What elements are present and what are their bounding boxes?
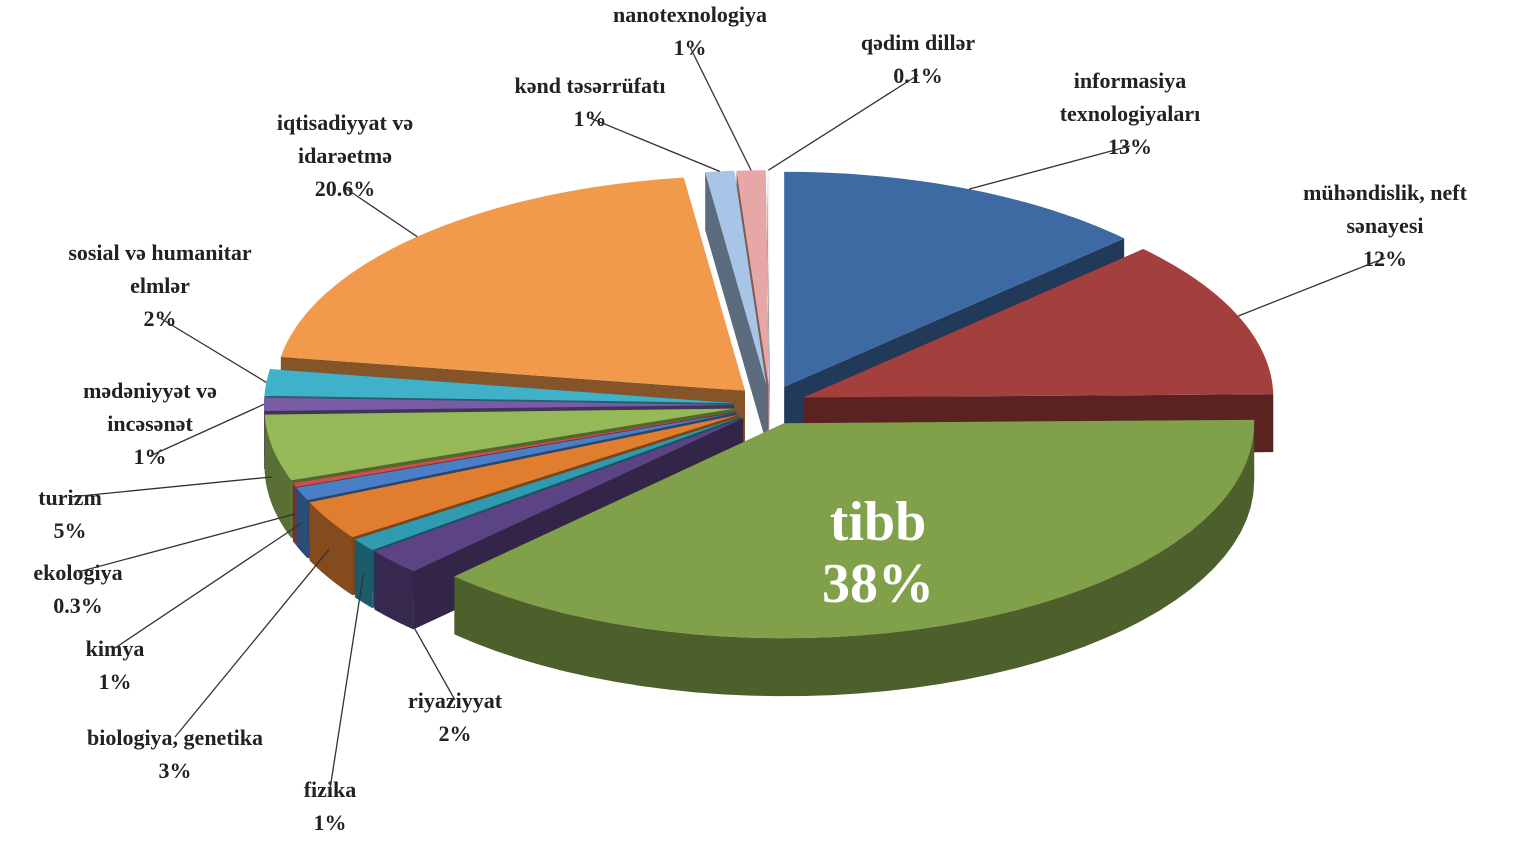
slice-side	[454, 423, 1255, 697]
slice	[454, 419, 1255, 639]
category-label: mühəndislik, neft sənayesi	[1303, 180, 1467, 238]
value-label: 1%	[314, 810, 347, 835]
label-line: turizm	[38, 485, 102, 510]
leader-line	[968, 145, 1131, 190]
category-label: informasiya texnologiyaları	[1060, 68, 1201, 126]
leader-line	[114, 522, 303, 649]
category-label: qədim dillər	[861, 30, 976, 55]
value-label: 38%	[822, 553, 934, 615]
slice	[354, 416, 742, 551]
label-line: mədəniyyət və	[83, 378, 217, 403]
value-label: 1%	[99, 669, 132, 694]
value-label: 2%	[439, 721, 472, 746]
slice	[803, 249, 1274, 398]
leader-line	[174, 548, 330, 738]
leader-line	[344, 187, 418, 238]
slice-side	[292, 483, 296, 546]
label-line: mühəndislik, neft	[1303, 180, 1467, 205]
leader-line	[149, 403, 265, 457]
slice	[264, 397, 735, 411]
slice	[264, 408, 735, 481]
category-label: iqtisadiyyat və idarəetmə	[277, 110, 414, 168]
label-line: tibb	[830, 491, 927, 553]
label-line: qədim dillər	[861, 30, 976, 55]
slice	[264, 369, 735, 404]
slice	[296, 412, 737, 501]
category-label: sosial və humanitar elmlər	[68, 240, 252, 298]
slice	[374, 418, 744, 572]
value-label: 1%	[134, 444, 167, 469]
slice-side	[766, 170, 770, 444]
label-line: incəsənət	[107, 411, 193, 436]
slice	[705, 170, 767, 386]
slice	[736, 170, 769, 386]
slice	[766, 170, 770, 386]
value-label: 5%	[54, 518, 87, 543]
slice	[292, 411, 737, 488]
leader-line	[589, 117, 720, 172]
label-line: nanotexnologiya	[613, 2, 767, 27]
slice-side	[309, 502, 353, 596]
label-line: biologiya, genetika	[87, 725, 263, 750]
leader-line	[768, 74, 919, 171]
category-label: fizika	[304, 777, 357, 802]
label-line: sosial və humanitar	[68, 240, 252, 265]
label-line: sənayesi	[1347, 213, 1424, 238]
category-label: kənd təsərrüfatı	[515, 73, 666, 98]
value-label: 0.3%	[53, 593, 103, 618]
label-line: kənd təsərrüfatı	[515, 73, 666, 98]
leader-line	[77, 513, 295, 573]
slice-side	[264, 414, 292, 539]
leader-line	[689, 46, 752, 171]
leader-line	[69, 476, 273, 498]
label-line: texnologiyaları	[1060, 101, 1201, 126]
slice-side	[354, 539, 373, 609]
category-label: riyaziyyat	[408, 688, 503, 713]
label-line: elmlər	[130, 273, 190, 298]
slice-side	[705, 172, 767, 444]
leader-line	[1237, 257, 1386, 317]
label-line: idarəetmə	[298, 143, 392, 168]
leader-line	[329, 573, 365, 790]
category-label: kimya	[86, 636, 145, 661]
category-label: biologiya, genetika	[87, 725, 263, 750]
slice-side	[296, 487, 308, 559]
label-line: kimya	[86, 636, 145, 661]
leader-line	[159, 317, 267, 383]
slice	[309, 414, 739, 538]
slice	[280, 177, 745, 391]
category-label: nanotexnologiya	[613, 2, 767, 27]
category-label: mədəniyyət və incəsənət	[83, 378, 217, 436]
slice	[784, 171, 1125, 387]
category-label: tibb	[830, 491, 927, 553]
value-label: 3%	[159, 758, 192, 783]
category-label: turizm	[38, 485, 102, 510]
label-line: informasiya	[1074, 68, 1186, 93]
label-line: iqtisadiyyat və	[277, 110, 414, 135]
label-line: riyaziyyat	[408, 688, 503, 713]
label-line: fizika	[304, 777, 357, 802]
leader-line	[392, 590, 456, 701]
